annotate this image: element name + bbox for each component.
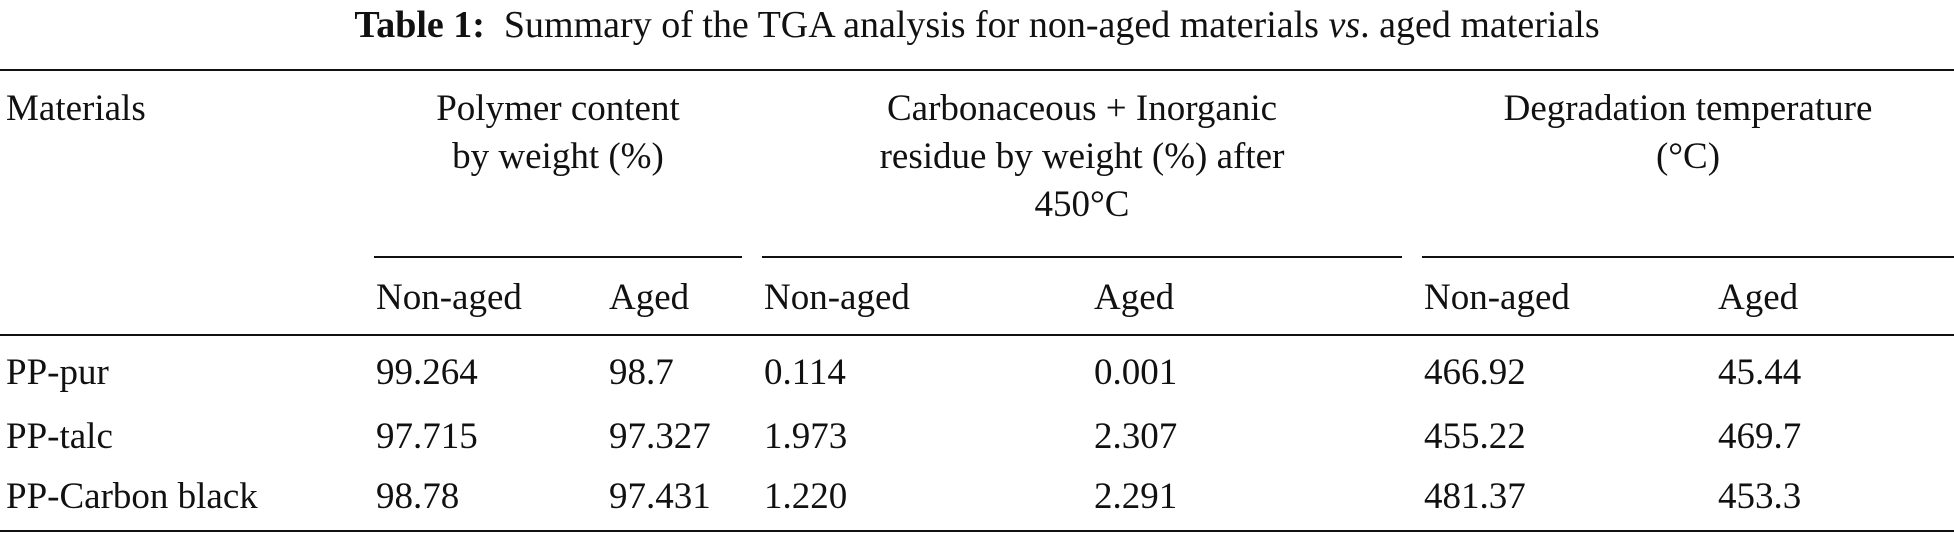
row-2-polymer-nonaged: 97.715 [376, 416, 478, 457]
header-degradation: Degradation temperature (°C) [1422, 85, 1954, 181]
row-2-degradation-nonaged: 455.22 [1424, 416, 1526, 457]
row-2-polymer-aged: 97.327 [609, 416, 711, 457]
header-residue-line3: 450°C [1034, 184, 1130, 225]
caption-text-after: . aged materials [1360, 4, 1600, 46]
header-polymer-content: Polymer content by weight (%) [374, 85, 742, 181]
row-1-residue-aged: 0.001 [1094, 352, 1178, 393]
row-1-polymer-aged: 98.7 [609, 352, 674, 393]
row-2-residue-nonaged: 1.973 [764, 416, 848, 457]
degradation-group-rule [1422, 256, 1954, 258]
header-polymer-line1: Polymer content [436, 88, 680, 129]
row-3-polymer-nonaged: 98.78 [376, 476, 460, 517]
subheader-polymer-nonaged: Non-aged [376, 277, 522, 318]
row-3-degradation-nonaged: 481.37 [1424, 476, 1526, 517]
row-1-material: PP-pur [6, 352, 109, 393]
row-3-polymer-aged: 97.431 [609, 476, 711, 517]
row-3-residue-nonaged: 1.220 [764, 476, 848, 517]
residue-group-rule [762, 256, 1402, 258]
row-1-residue-nonaged: 0.114 [764, 352, 846, 393]
row-1-degradation-aged: 45.44 [1718, 352, 1802, 393]
caption-label: Table 1: [354, 4, 485, 46]
row-2-residue-aged: 2.307 [1094, 416, 1178, 457]
header-residue-line2: residue by weight (%) after [879, 136, 1285, 177]
header-bottom-rule [0, 334, 1954, 336]
table-caption: Table 1: Summary of the TGA analysis for… [0, 0, 1954, 58]
header-polymer-line2: by weight (%) [452, 136, 664, 177]
caption-text: Summary of the TGA analysis for non-aged… [494, 4, 1600, 46]
subheader-degradation-aged: Aged [1718, 277, 1799, 318]
subheader-degradation-nonaged: Non-aged [1424, 277, 1570, 318]
row-2-material: PP-talc [6, 416, 113, 457]
row-1-polymer-nonaged: 99.264 [376, 352, 478, 393]
row-2-degradation-aged: 469.7 [1718, 416, 1802, 457]
header-residue-line1: Carbonaceous + Inorganic [886, 88, 1278, 129]
header-degradation-line2: (°C) [1655, 136, 1721, 177]
subheader-polymer-aged: Aged [609, 277, 690, 318]
row-1-degradation-nonaged: 466.92 [1424, 352, 1526, 393]
row-3-residue-aged: 2.291 [1094, 476, 1178, 517]
polymer-group-rule [374, 256, 742, 258]
bottom-rule [0, 530, 1954, 532]
header-degradation-line1: Degradation temperature [1503, 88, 1873, 129]
subheader-residue-aged: Aged [1094, 277, 1175, 318]
header-materials: Materials [6, 88, 146, 129]
top-rule [0, 69, 1954, 71]
row-3-degradation-aged: 453.3 [1718, 476, 1802, 517]
caption-text-before: Summary of the TGA analysis for non-aged… [503, 4, 1329, 46]
header-residue: Carbonaceous + Inorganic residue by weig… [762, 85, 1402, 229]
caption-text-italic: vs [1328, 4, 1361, 46]
row-3-material: PP-Carbon black [6, 476, 258, 517]
subheader-residue-nonaged: Non-aged [764, 277, 910, 318]
